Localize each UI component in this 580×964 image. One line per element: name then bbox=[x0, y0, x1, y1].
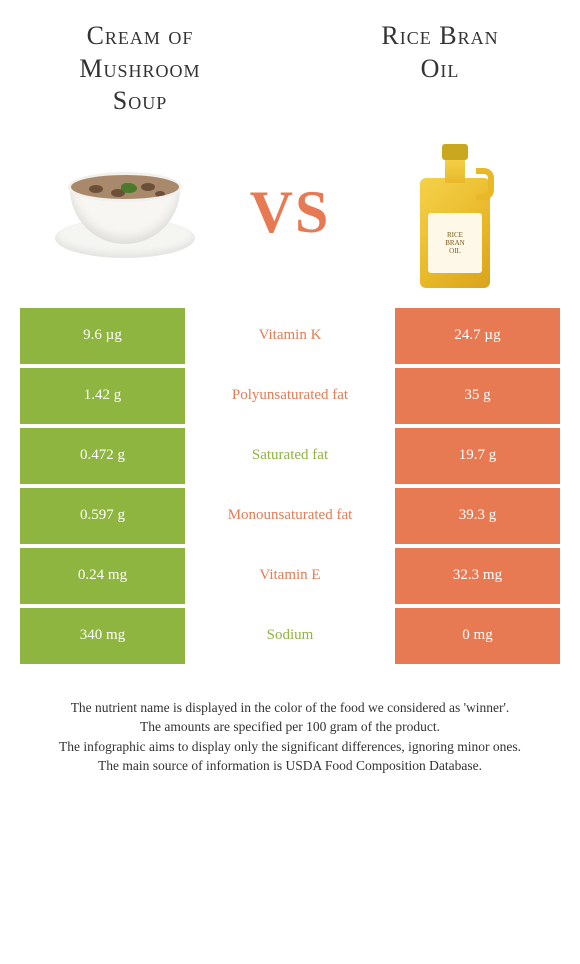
bottle-label-text: RICEBRANOIL bbox=[428, 213, 482, 273]
left-value-cell: 0.597 g bbox=[20, 488, 185, 544]
right-value-cell: 39.3 g bbox=[395, 488, 560, 544]
nutrient-name-cell: Vitamin K bbox=[185, 308, 395, 364]
nutrient-name-cell: Saturated fat bbox=[185, 428, 395, 484]
right-value-cell: 32.3 mg bbox=[395, 548, 560, 604]
left-food-title: Cream ofMushroomSoup bbox=[40, 20, 240, 118]
nutrient-name-cell: Monounsaturated fat bbox=[185, 488, 395, 544]
left-food-image bbox=[50, 138, 200, 288]
vs-label: VS bbox=[250, 178, 331, 247]
right-value-cell: 0 mg bbox=[395, 608, 560, 664]
comparison-table: 9.6 µgVitamin K24.7 µg1.42 gPolyunsatura… bbox=[0, 308, 580, 664]
table-row: 9.6 µgVitamin K24.7 µg bbox=[20, 308, 560, 364]
footer-line: The nutrient name is displayed in the co… bbox=[30, 698, 550, 718]
table-row: 340 mgSodium0 mg bbox=[20, 608, 560, 664]
left-value-cell: 340 mg bbox=[20, 608, 185, 664]
table-row: 1.42 gPolyunsaturated fat35 g bbox=[20, 368, 560, 424]
nutrient-name-cell: Sodium bbox=[185, 608, 395, 664]
footer-line: The amounts are specified per 100 gram o… bbox=[30, 717, 550, 737]
nutrient-name-cell: Polyunsaturated fat bbox=[185, 368, 395, 424]
right-food-image: RICEBRANOIL bbox=[380, 138, 530, 288]
right-value-cell: 24.7 µg bbox=[395, 308, 560, 364]
table-row: 0.597 gMonounsaturated fat39.3 g bbox=[20, 488, 560, 544]
right-food-title: Rice BranOil bbox=[340, 20, 540, 118]
left-value-cell: 0.24 mg bbox=[20, 548, 185, 604]
nutrient-name-cell: Vitamin E bbox=[185, 548, 395, 604]
images-row: VS RICEBRANOIL bbox=[0, 128, 580, 308]
left-value-cell: 1.42 g bbox=[20, 368, 185, 424]
right-value-cell: 35 g bbox=[395, 368, 560, 424]
footer-notes: The nutrient name is displayed in the co… bbox=[0, 668, 580, 776]
left-value-cell: 9.6 µg bbox=[20, 308, 185, 364]
right-value-cell: 19.7 g bbox=[395, 428, 560, 484]
footer-line: The infographic aims to display only the… bbox=[30, 737, 550, 757]
table-row: 0.472 gSaturated fat19.7 g bbox=[20, 428, 560, 484]
left-value-cell: 0.472 g bbox=[20, 428, 185, 484]
table-row: 0.24 mgVitamin E32.3 mg bbox=[20, 548, 560, 604]
footer-line: The main source of information is USDA F… bbox=[30, 756, 550, 776]
